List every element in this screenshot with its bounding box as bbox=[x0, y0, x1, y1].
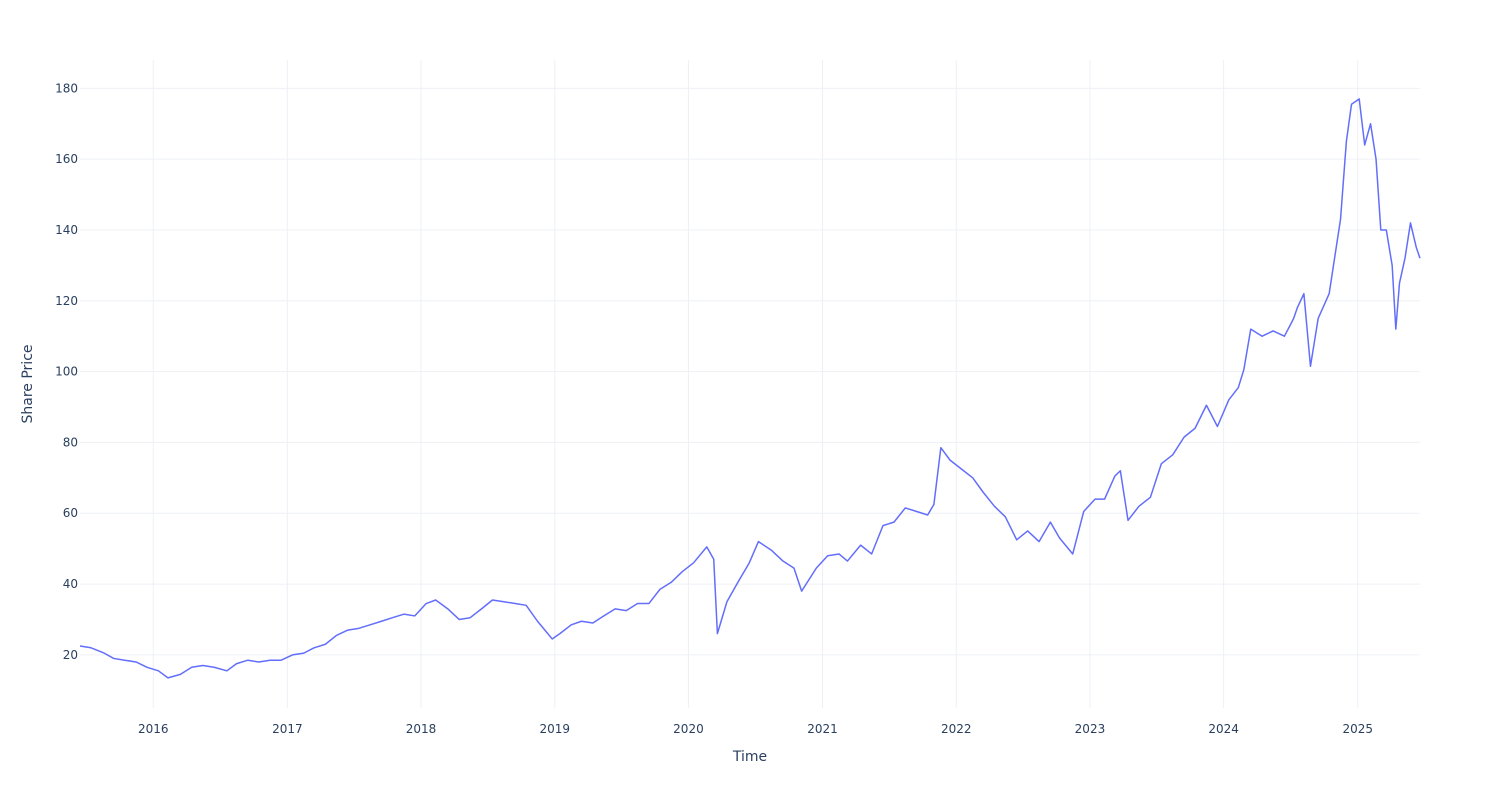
y-axis-title: Share Price bbox=[20, 344, 36, 423]
y-tick-label: 20 bbox=[63, 648, 78, 662]
x-tick-label: 2016 bbox=[138, 722, 169, 736]
y-tick-label: 180 bbox=[55, 81, 78, 95]
x-tick-label: 2022 bbox=[941, 722, 972, 736]
x-tick-label: 2024 bbox=[1208, 722, 1239, 736]
y-tick-label: 160 bbox=[55, 152, 78, 166]
y-tick-label: 60 bbox=[63, 506, 78, 520]
y-tick-label: 140 bbox=[55, 223, 78, 237]
price-series-line bbox=[79, 98, 1421, 679]
x-tick-label: 2020 bbox=[673, 722, 704, 736]
y-tick-label: 120 bbox=[55, 294, 78, 308]
x-tick-label: 2019 bbox=[539, 722, 570, 736]
x-axis-tick-labels: 2016 2017 2018 2019 2020 2021 2022 2023 2024 2025 bbox=[138, 722, 1373, 736]
x-tick-label: 2021 bbox=[807, 722, 838, 736]
y-tick-label: 80 bbox=[63, 435, 78, 449]
x-tick-label: 2018 bbox=[406, 722, 437, 736]
x-tick-label: 2017 bbox=[272, 722, 303, 736]
y-axis-tick-labels: 20 40 60 80 100 120 140 160 180 bbox=[55, 81, 78, 662]
gridlines bbox=[80, 60, 1420, 708]
x-tick-label: 2025 bbox=[1342, 722, 1373, 736]
x-tick-label: 2023 bbox=[1075, 722, 1106, 736]
x-axis-title: Time bbox=[732, 749, 767, 765]
y-tick-label: 100 bbox=[55, 365, 78, 379]
y-tick-label: 40 bbox=[63, 577, 78, 591]
plot-area bbox=[79, 98, 1421, 679]
